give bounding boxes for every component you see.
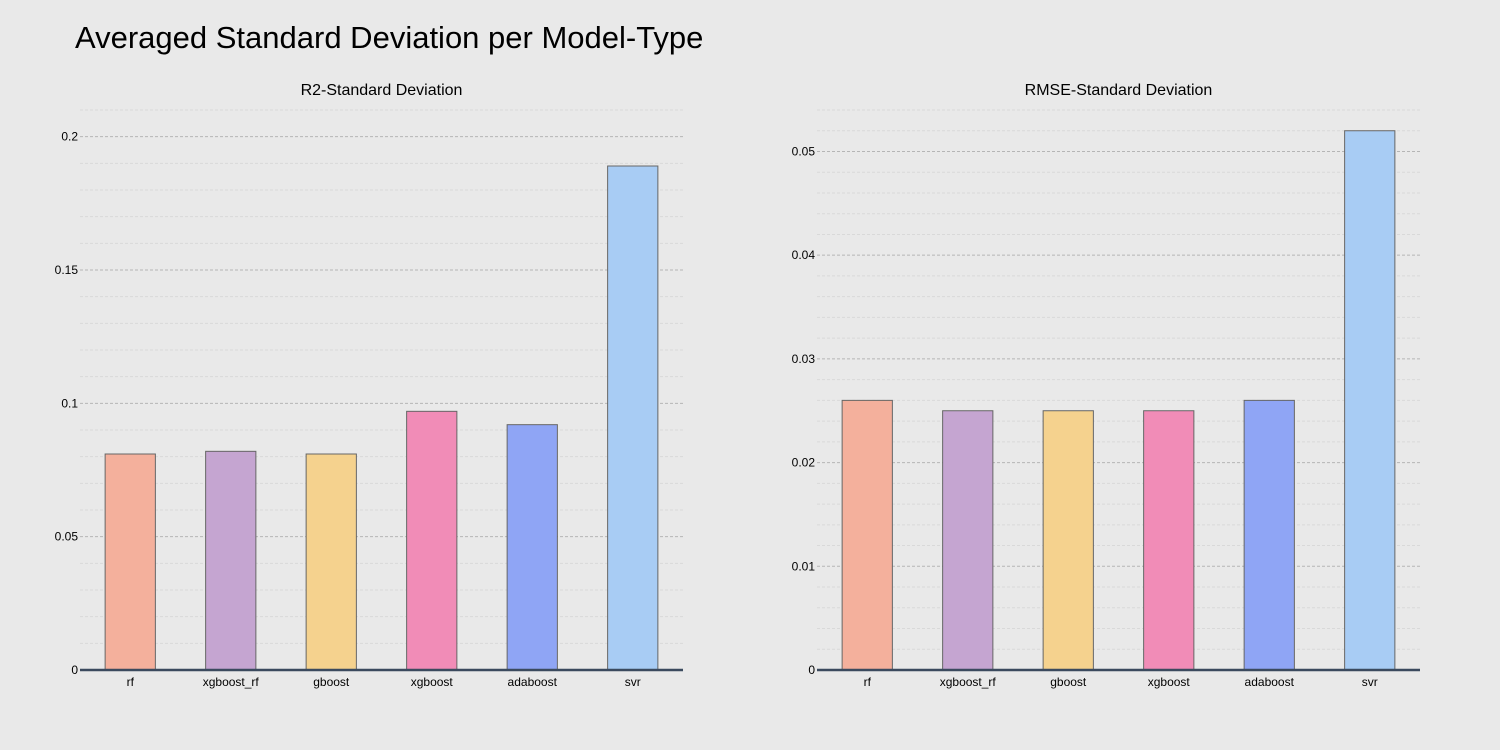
chart-2-xtick-label: xgboost (1148, 675, 1191, 689)
chart-1-ytick-label: 0.2 (61, 130, 78, 144)
chart-2-bar-gboost (1042, 410, 1094, 671)
chart-1-bar-gboost (305, 453, 357, 671)
chart-1-xtick-label: gboost (313, 675, 350, 689)
chart-1-bar-rf (104, 453, 156, 671)
chart-1-bar-xgboost_rf (205, 450, 257, 671)
chart-2-bar-svr (1344, 130, 1396, 671)
chart-2-ytick-label: 0.01 (792, 559, 816, 573)
chart-2-title: RMSE-Standard Deviation (1025, 82, 1213, 99)
chart-2-bar-xgboost_rf (942, 410, 994, 671)
chart-main-title: Averaged Standard Deviation per Model-Ty… (75, 20, 704, 55)
chart-1-title: R2-Standard Deviation (301, 82, 463, 99)
chart-1-xtick-label: xgboost (411, 675, 454, 689)
chart-1-xtick-label: xgboost_rf (203, 675, 260, 689)
chart-1-ytick-label: 0.15 (55, 263, 79, 277)
chart-2-xtick-label: svr (1362, 675, 1378, 689)
chart-2-bar-xgboost (1143, 410, 1195, 671)
chart-1-ytick-label: 0 (71, 663, 78, 677)
chart-2-ytick-label: 0.03 (792, 352, 816, 366)
chart-1-ytick-label: 0.1 (61, 396, 78, 410)
chart-2-bar-adaboost (1243, 399, 1295, 671)
chart-1-bar-svr (607, 165, 659, 671)
chart-2-ytick-label: 0.04 (792, 248, 816, 262)
chart-1-xtick-label: adaboost (508, 675, 558, 689)
chart-1-bar-xgboost (406, 410, 458, 671)
chart-2-xtick-label: xgboost_rf (940, 675, 997, 689)
chart-1-xtick-label: rf (127, 675, 135, 689)
chart-1-ytick-label: 0.05 (55, 530, 79, 544)
chart-2-xtick-label: gboost (1050, 675, 1087, 689)
chart-2-ytick-label: 0 (808, 663, 815, 677)
chart-2-ytick-label: 0.05 (792, 144, 816, 158)
chart-2-xtick-label: rf (864, 675, 872, 689)
chart-1-bar-adaboost (506, 424, 558, 671)
chart-2-bar-rf (841, 399, 893, 671)
chart-1-xtick-label: svr (625, 675, 641, 689)
chart-2-ytick-label: 0.02 (792, 456, 816, 470)
chart-2-xtick-label: adaboost (1245, 675, 1295, 689)
